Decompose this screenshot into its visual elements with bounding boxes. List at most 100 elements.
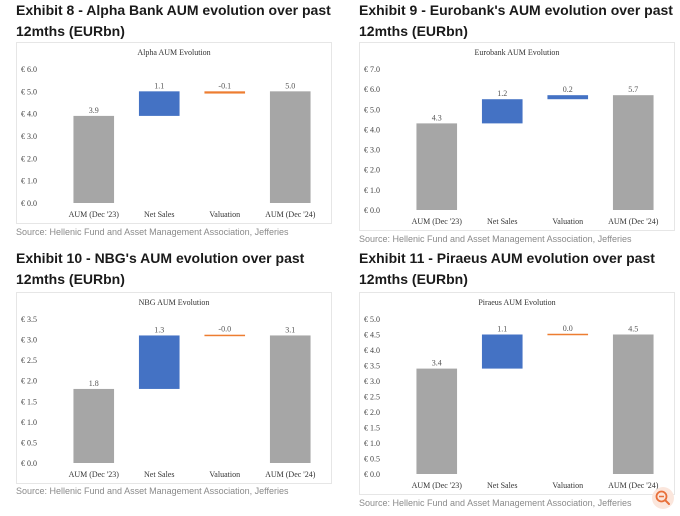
source-note: Source: Hellenic Fund and Asset Manageme… <box>16 486 289 496</box>
bar <box>269 335 311 463</box>
y-tick-label: € 1.0 <box>364 439 380 448</box>
y-tick-label: € 5.0 <box>21 87 37 96</box>
bar <box>481 99 523 124</box>
y-tick-label: € 2.0 <box>364 166 380 175</box>
chart-piraeus: Piraeus AUM Evolution € 0.0 € 0.5 € 1.0 € 1.… <box>364 298 659 490</box>
exhibit-title: Exhibit 9 - Eurobank's AUM evolution ove… <box>359 2 673 39</box>
zoom-icon <box>655 490 670 505</box>
data-label: 0.2 <box>563 85 573 94</box>
y-tick-label: € 5.0 <box>364 315 380 324</box>
x-tick-label: Valuation <box>209 470 240 479</box>
bar <box>416 123 458 210</box>
data-label: 1.1 <box>154 81 164 90</box>
y-tick-label: € 2.5 <box>21 356 37 365</box>
y-tick-label: € 6.0 <box>21 65 37 74</box>
source-note: Source: Hellenic Fund and Asset Manageme… <box>16 227 289 237</box>
data-label: 1.2 <box>497 89 507 98</box>
y-tick-label: € 4.5 <box>364 331 380 340</box>
y-tick-label: € 4.0 <box>21 110 37 119</box>
bar <box>612 334 654 474</box>
y-tick-label: € 2.0 <box>21 377 37 386</box>
x-tick-label: AUM (Dec '24) <box>608 217 659 226</box>
source-note: Source: Hellenic Fund and Asset Manageme… <box>359 498 632 508</box>
x-tick-label: Valuation <box>552 217 583 226</box>
y-tick-label: € 2.0 <box>364 408 380 417</box>
chart-eurobank: Eurobank AUM Evolution € 0.0 € 1.0 € 2.0 € 3… <box>364 48 659 226</box>
zoom-button[interactable] <box>652 487 674 509</box>
bar <box>481 334 523 369</box>
x-tick-label: Net Sales <box>144 210 174 219</box>
data-label: 5.0 <box>285 81 295 90</box>
chart-frame: NBG AUM Evolution € 0.0 € 0.5 € 1.0 € 1.5 € 2… <box>16 292 332 484</box>
data-label: 3.1 <box>285 325 295 334</box>
chart-title: Eurobank AUM Evolution <box>475 48 560 57</box>
y-tick-label: € 0.0 <box>21 459 37 468</box>
data-label: 1.8 <box>89 379 99 388</box>
chart-title: Piraeus AUM Evolution <box>478 298 555 307</box>
y-tick-label: € 7.0 <box>364 65 380 74</box>
data-label: 5.7 <box>628 85 638 94</box>
exhibit-eurobank: Exhibit 9 - Eurobank's AUM evolution ove… <box>359 0 675 246</box>
exhibit-alpha: Exhibit 8 - Alpha Bank AUM evolution ove… <box>16 0 332 240</box>
data-label: 1.3 <box>154 325 164 334</box>
y-tick-label: € 3.0 <box>364 377 380 386</box>
exhibit-piraeus: Exhibit 11 - Piraeus AUM evolution over … <box>359 248 675 510</box>
bar <box>547 95 589 100</box>
chart-frame: Piraeus AUM Evolution € 0.0 € 0.5 € 1.0 € 1.… <box>359 292 675 495</box>
data-label: 4.3 <box>432 113 442 122</box>
exhibit-title: Exhibit 10 - NBG's AUM evolution over pa… <box>16 250 305 287</box>
bar <box>612 95 654 210</box>
bar <box>204 334 246 337</box>
x-tick-label: AUM (Dec '24) <box>265 470 316 479</box>
x-tick-label: Valuation <box>209 210 240 219</box>
y-tick-label: € 2.0 <box>21 154 37 163</box>
data-label: -0.1 <box>218 81 231 90</box>
exhibit-title: Exhibit 8 - Alpha Bank AUM evolution ove… <box>16 2 331 39</box>
chart-title: Alpha AUM Evolution <box>137 48 210 57</box>
bar <box>416 368 458 474</box>
data-label: 3.4 <box>432 359 442 368</box>
y-tick-label: € 1.0 <box>21 177 37 186</box>
x-tick-label: AUM (Dec '23) <box>412 481 463 490</box>
data-label: 1.1 <box>497 325 507 334</box>
y-tick-label: € 1.0 <box>364 186 380 195</box>
x-tick-label: AUM (Dec '24) <box>608 481 659 490</box>
y-tick-label: € 1.5 <box>364 424 380 433</box>
data-label: 0.0 <box>563 324 573 333</box>
x-tick-label: AUM (Dec '23) <box>69 470 120 479</box>
bar <box>547 333 589 336</box>
data-label: 4.5 <box>628 325 638 334</box>
x-tick-label: Net Sales <box>487 481 517 490</box>
y-tick-label: € 2.5 <box>364 393 380 402</box>
x-tick-label: AUM (Dec '23) <box>69 210 120 219</box>
y-tick-label: € 0.5 <box>21 438 37 447</box>
y-tick-label: € 0.0 <box>364 470 380 479</box>
source-note: Source: Hellenic Fund and Asset Manageme… <box>359 234 632 244</box>
bar <box>73 115 115 203</box>
bar <box>204 91 246 94</box>
y-tick-label: € 4.0 <box>364 125 380 134</box>
data-label: 3.9 <box>89 106 99 115</box>
x-tick-label: Net Sales <box>144 470 174 479</box>
y-tick-label: € 3.5 <box>364 362 380 371</box>
y-tick-label: € 5.0 <box>364 105 380 114</box>
chart-frame: Eurobank AUM Evolution € 0.0 € 1.0 € 2.0 € 3… <box>359 42 675 231</box>
y-tick-label: € 3.0 <box>21 132 37 141</box>
y-tick-label: € 3.0 <box>364 146 380 155</box>
y-tick-label: € 3.0 <box>21 336 37 345</box>
x-tick-label: Net Sales <box>487 217 517 226</box>
x-tick-label: Valuation <box>552 481 583 490</box>
y-tick-label: € 1.0 <box>21 418 37 427</box>
y-tick-label: € 4.0 <box>364 346 380 355</box>
y-tick-label: € 0.0 <box>364 206 380 215</box>
x-tick-label: AUM (Dec '24) <box>265 210 316 219</box>
chart-nbg: NBG AUM Evolution € 0.0 € 0.5 € 1.0 € 1.5 € 2… <box>21 298 316 479</box>
y-tick-label: € 0.5 <box>364 455 380 464</box>
exhibit-nbg: Exhibit 10 - NBG's AUM evolution over pa… <box>16 248 332 498</box>
y-tick-label: € 1.5 <box>21 397 37 406</box>
bar <box>138 91 180 116</box>
y-tick-label: € 0.0 <box>21 199 37 208</box>
x-tick-label: AUM (Dec '23) <box>412 217 463 226</box>
chart-frame: Alpha AUM Evolution € 0.0 € 1.0 € 2.0 € 3.0 €… <box>16 42 332 224</box>
y-tick-label: € 6.0 <box>364 85 380 94</box>
